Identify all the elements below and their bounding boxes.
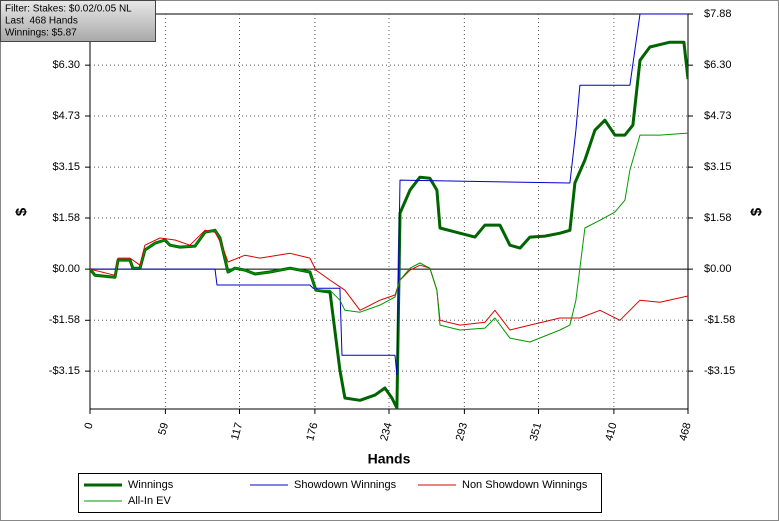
y2-tick-label: $7.88 — [704, 8, 732, 20]
x-tick-label: 293 — [454, 421, 470, 442]
x-tick-label: 0 — [83, 421, 96, 430]
y-tick-label: -$3.15 — [49, 365, 80, 377]
filter-text: Filter: Stakes: $0.02/0.05 NL — [5, 4, 132, 15]
x-tick-label: 410 — [603, 421, 619, 442]
x-tick-label: 234 — [378, 421, 394, 442]
legend-label: Non Showdown Winnings — [462, 479, 588, 491]
x-tick-label: 468 — [677, 421, 693, 442]
y2-tick-label: -$3.15 — [704, 365, 735, 377]
legend — [78, 473, 602, 513]
legend-label: All-In EV — [128, 495, 171, 507]
y-tick-label: -$1.58 — [49, 314, 80, 326]
y2-tick-label: $1.58 — [704, 212, 732, 224]
series-line — [90, 132, 688, 343]
legend-label: Showdown Winnings — [294, 479, 397, 491]
series-line — [90, 14, 688, 376]
y2-axis-label: $ — [748, 207, 765, 216]
y2-tick-label: $0.00 — [704, 263, 732, 275]
series-line — [90, 229, 688, 331]
x-tick-label: 176 — [304, 421, 320, 442]
filter-box — [0, 0, 156, 42]
y2-tick-label: $6.30 — [704, 59, 732, 71]
plot-area — [89, 13, 689, 410]
y-tick-label: $1.58 — [52, 212, 80, 224]
y-tick-label: $0.00 — [52, 263, 80, 275]
y-axis-label: $ — [13, 207, 30, 216]
y2-tick-label: -$1.58 — [704, 314, 735, 326]
y-tick-label: $6.30 — [52, 59, 80, 71]
y-tick-label: $3.15 — [52, 161, 80, 173]
filter-text: Winnings: $5.87 — [5, 28, 77, 39]
legend-label: Winnings — [128, 479, 174, 491]
y2-tick-label: $4.73 — [704, 110, 732, 122]
x-tick-label: 59 — [156, 421, 171, 436]
x-axis-label: Hands — [368, 451, 411, 467]
filter-text: Last 468 Hands — [5, 16, 78, 27]
y2-tick-label: $3.15 — [704, 161, 732, 173]
y-tick-label: $4.73 — [52, 110, 80, 122]
x-tick-label: 351 — [528, 421, 544, 442]
x-tick-label: 117 — [229, 421, 245, 441]
